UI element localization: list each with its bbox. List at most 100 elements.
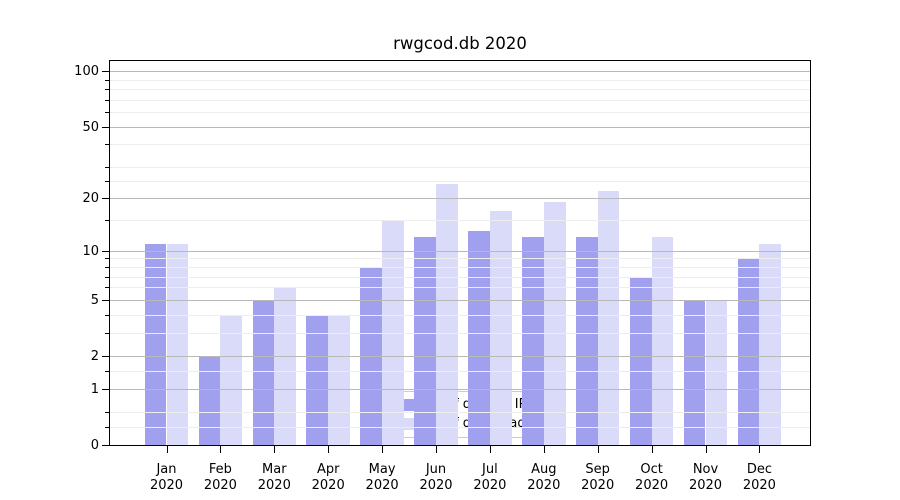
x-tick [489,446,491,453]
grid-line-minor [110,99,810,101]
bar-distinct-ips [468,231,490,445]
spine-right [810,61,811,446]
x-tick-label-year: 2020 [635,478,669,493]
x-tick [651,446,653,453]
x-tick-label-year: 2020 [203,478,237,493]
spine-top [109,60,811,61]
grid-line-major [110,299,810,301]
y-minor-tick [105,426,109,428]
y-tick-label: 2 [90,349,99,364]
bar-distinct-ips [198,356,221,445]
y-tick [102,198,109,200]
x-tick-label: Jul 2020 [458,462,522,494]
bar-downloads [166,243,189,445]
grid-line-minor [110,426,810,428]
y-minor-tick [105,314,109,316]
x-tick [436,446,437,453]
y-minor-tick [105,267,109,269]
grid-line-minor [110,181,810,183]
x-tick-label: Dec 2020 [727,462,791,494]
y-minor-tick [105,99,109,101]
x-tick-label: Nov 2020 [674,462,738,494]
y-minor-tick [105,258,109,260]
bar-downloads [489,210,512,445]
y-minor-tick [105,181,109,183]
grid-line-major [110,250,810,252]
bar-distinct-ips [683,299,706,445]
legend-item-distinct-ips: Nb of distinct IPs [386,397,537,413]
grid-line-major [110,126,810,128]
y-tick [102,445,109,446]
bar-downloads [274,287,297,445]
x-tick [166,446,168,453]
x-tick [274,446,276,453]
grid-line-minor [110,112,810,114]
x-tick-label-year: 2020 [365,478,399,493]
plot-area: Nb of distinct IPs Nb of downloads [110,61,810,445]
x-tick-label: Aug 2020 [512,462,576,494]
y-tick-label: 5 [90,292,99,308]
x-tick-label-month: Feb [208,462,232,477]
x-tick-label: Oct 2020 [620,462,684,494]
x-tick [597,446,599,453]
y-tick [102,71,109,73]
y-minor-tick [105,220,109,222]
spine-left [109,61,110,446]
x-tick-label-month: Oct [640,462,663,477]
bar-distinct-ips [306,314,329,445]
bar-distinct-ips [575,237,598,445]
x-tick [759,446,761,453]
y-minor-tick [105,112,109,114]
bar-downloads [382,220,404,445]
x-tick [220,446,222,453]
x-tick-label-month: Sep [585,462,610,477]
x-tick-label-month: Jan [156,462,177,477]
x-tick [382,446,384,453]
grid-line-major [110,388,810,390]
bar-downloads [597,191,620,445]
y-minor-tick [105,276,109,278]
bar-distinct-ips [737,258,760,445]
y-minor-tick [105,287,109,289]
x-tick-label-month: Mar [262,462,287,477]
y-tick-label: 0 [90,438,99,453]
y-tick-label: 100 [74,64,99,80]
x-tick-label: May 2020 [350,462,414,494]
y-tick [102,356,109,357]
x-tick-label: Feb 2020 [188,462,252,494]
grid-line-minor [110,79,810,81]
grid-line-minor [110,314,810,316]
x-tick-label-year: 2020 [149,478,184,493]
x-tick-label-month: Aug [531,462,557,477]
grid-line-major [110,356,810,357]
bar-distinct-ips [144,243,167,445]
grid-line-minor [110,332,810,334]
y-minor-tick [105,144,109,146]
grid-line-minor [110,412,810,414]
x-tick [705,446,707,453]
x-tick [543,446,545,453]
x-tick-label-month: Jul [482,462,498,477]
x-tick-label: Jan 2020 [135,462,199,494]
grid-line-minor [110,287,810,289]
y-tick [102,250,109,252]
spine-bottom [109,445,811,446]
y-tick-label: 10 [82,243,99,259]
grid-line-minor [110,258,810,260]
x-tick-label: Apr 2020 [296,462,360,494]
bar-distinct-ips [414,237,436,445]
x-tick-label-month: Nov [692,462,719,477]
y-minor-tick [105,332,109,334]
grid-line-major [110,198,810,200]
bar-downloads [759,243,782,445]
grid-line-minor [110,276,810,278]
bar-distinct-ips [522,237,544,445]
bar-downloads [543,202,566,445]
x-tick-label-year: 2020 [419,478,453,493]
grid-line-minor [110,370,810,372]
y-tick-label: 20 [82,191,99,207]
x-tick-label-year: 2020 [581,478,615,493]
x-tick-label: Mar 2020 [242,462,306,494]
chart-title: rwgcod.db 2020 [393,34,527,53]
y-tick [102,126,109,128]
